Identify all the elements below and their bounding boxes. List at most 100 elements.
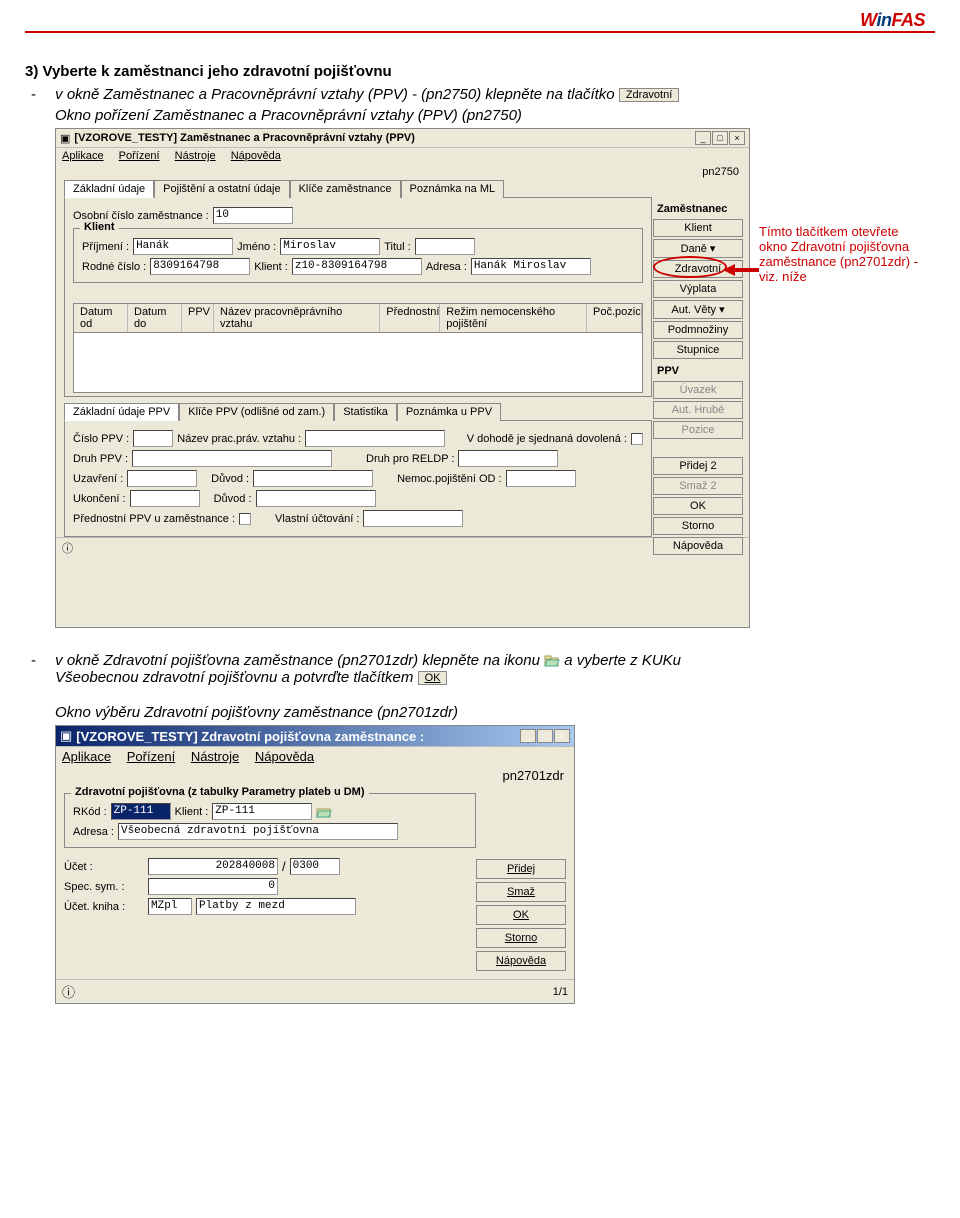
menu2-napoveda[interactable]: Nápověda [255, 749, 314, 764]
checkbox-dovolena[interactable] [631, 433, 643, 445]
field-rc[interactable]: 8309164798 [150, 258, 250, 275]
tabs-bottom: Základní údaje PPV Klíče PPV (odlišné od… [64, 403, 741, 421]
sbtn-ok[interactable]: OK [653, 497, 743, 515]
sbtn2-storno[interactable]: Storno [476, 928, 566, 948]
statusbar2: ⓘ 1/1 [56, 979, 574, 1003]
sbtn2-smaz[interactable]: Smaž [476, 882, 566, 902]
sbtn-authrube[interactable]: Aut. Hrubé [653, 401, 743, 419]
sidebar: Zaměstnanec Klient Daně ▾ Zdravotní Výpl… [653, 199, 743, 555]
group-klient: Klient Příjmení : Hanák Jméno : Miroslav… [73, 228, 643, 283]
field-druhppv[interactable] [132, 450, 332, 467]
field-osobni[interactable]: 10 [213, 207, 293, 224]
sbtn-smaz2[interactable]: Smaž 2 [653, 477, 743, 495]
field-ucet-a[interactable]: 202840008 [148, 858, 278, 875]
ppv-table-header: Datum od Datum do PPV Název pracovněpráv… [73, 303, 643, 333]
menu2-nastroje[interactable]: Nástroje [191, 749, 239, 764]
bullet-line-2: - v okně Zdravotní pojišťovna zaměstnanc… [31, 652, 935, 686]
tab-ppv-pozn[interactable]: Poznámka u PPV [397, 403, 501, 421]
menu-porizeni[interactable]: Pořízení [119, 150, 160, 162]
field-nemoc[interactable] [506, 470, 576, 487]
field-jmeno[interactable]: Miroslav [280, 238, 380, 255]
inline-button-ok[interactable]: OK [418, 671, 448, 685]
sbtn-podmnoziny[interactable]: Podmnožiny [653, 321, 743, 339]
checkbox-prednostni[interactable] [239, 513, 251, 525]
tab-ppv-zakladni[interactable]: Základní údaje PPV [64, 403, 179, 421]
tab-pojisteni[interactable]: Pojištění a ostatní údaje [154, 180, 289, 198]
menu-napoveda[interactable]: Nápověda [231, 150, 281, 162]
tab-poznamka[interactable]: Poznámka na ML [401, 180, 505, 198]
logo-w: W [860, 10, 876, 30]
field-nazevppv[interactable] [305, 430, 445, 447]
info-icon-2[interactable]: ⓘ [62, 982, 75, 1001]
pn-code-2: pn2701zdr [56, 766, 574, 785]
field-cisloppv[interactable] [133, 430, 173, 447]
menu-nastroje[interactable]: Nástroje [175, 150, 216, 162]
sbtn-pozice[interactable]: Pozice [653, 421, 743, 439]
field-prijmeni[interactable]: Hanák [133, 238, 233, 255]
maximize-icon-2[interactable]: □ [537, 729, 553, 743]
field-duvod1[interactable] [253, 470, 373, 487]
folder-open-icon[interactable] [544, 654, 560, 668]
menu2-porizeni[interactable]: Pořízení [127, 749, 175, 764]
status-text-2: 1/1 [553, 986, 568, 998]
sbtn-vyplata[interactable]: Výplata [653, 280, 743, 298]
field-rkod[interactable]: ZP-111 [111, 803, 171, 820]
sbtn-pridej2[interactable]: Přidej 2 [653, 457, 743, 475]
group-zp: Zdravotní pojišťovna (z tabulky Parametr… [64, 793, 476, 848]
info-icon[interactable]: ⓘ [62, 540, 73, 556]
menu-aplikace[interactable]: Aplikace [62, 150, 104, 162]
statusbar: ⓘ 1/1 0/0 [56, 537, 749, 558]
field-ukonceni[interactable] [130, 490, 200, 507]
field-titul[interactable] [415, 238, 475, 255]
inline-button-zdravotni[interactable]: Zdravotní [619, 88, 679, 102]
sbtn-uvazek[interactable]: Úvazek [653, 381, 743, 399]
menubar: Aplikace Pořízení Nástroje Nápověda [56, 148, 749, 164]
minimize-icon-2[interactable]: _ [520, 729, 536, 743]
field-adresa[interactable]: Hanák Miroslav [471, 258, 591, 275]
sbtn2-pridej[interactable]: Přidej [476, 859, 566, 879]
sbtn2-ok[interactable]: OK [476, 905, 566, 925]
label-osobni: Osobní číslo zaměstnance : [73, 210, 209, 222]
field-uzavreni[interactable] [127, 470, 197, 487]
ppv-table-body[interactable] [73, 333, 643, 393]
field-kniha-b[interactable]: Platby z mezd [196, 898, 356, 915]
titlebar2: ▣ [VZOROVE_TESTY] Zdravotní pojišťovna z… [56, 726, 574, 747]
tabs-top: Základní údaje Pojištění a ostatní údaje… [64, 180, 741, 198]
callout-text: Tímto tlačítkem otevřete okno Zdravotní … [759, 224, 959, 284]
window-title: [VZOROVE_TESTY] Zaměstnanec a Pracovněpr… [74, 132, 415, 144]
maximize-icon[interactable]: □ [712, 131, 728, 145]
field-zp-klient[interactable]: ZP-111 [212, 803, 312, 820]
sbtn-stupnice[interactable]: Stupnice [653, 341, 743, 359]
section-heading: 3) Vyberte k zaměstnanci jeho zdravotní … [25, 63, 935, 80]
field-zp-adresa[interactable]: Všeobecná zdravotní pojišťovna [118, 823, 398, 840]
tab-zakladni[interactable]: Základní údaje [64, 180, 154, 198]
field-ucet-b[interactable]: 0300 [290, 858, 340, 875]
folder-open-icon-2[interactable] [316, 805, 332, 819]
field-vlastni[interactable] [363, 510, 463, 527]
close-icon-2[interactable]: × [554, 729, 570, 743]
field-spec[interactable]: 0 [148, 878, 278, 895]
sbtn-storno[interactable]: Storno [653, 517, 743, 535]
close-icon[interactable]: × [729, 131, 745, 145]
minimize-icon[interactable]: _ [695, 131, 711, 145]
sbtn2-napoveda[interactable]: Nápověda [476, 951, 566, 971]
menubar2: Aplikace Pořízení Nástroje Nápověda [56, 747, 574, 766]
sbtn-napoveda[interactable]: Nápověda [653, 537, 743, 555]
tab-klice[interactable]: Klíče zaměstnance [290, 180, 401, 198]
app-icon: ▣ [60, 132, 70, 145]
callout-arrow-icon [723, 264, 759, 276]
field-klient[interactable]: z10-8309164798 [292, 258, 422, 275]
sbtn-autvety[interactable]: Aut. Věty ▾ [653, 300, 743, 319]
caption-window-1: Okno pořízení Zaměstnanec a Pracovněpráv… [55, 107, 935, 124]
tab-ppv-klice[interactable]: Klíče PPV (odlišné od zam.) [179, 403, 334, 421]
field-duvod2[interactable] [256, 490, 376, 507]
sbtn-klient[interactable]: Klient [653, 219, 743, 237]
logo-fas: FAS [891, 10, 925, 30]
window-zdrav: ▣ [VZOROVE_TESTY] Zdravotní pojišťovna z… [55, 725, 575, 1004]
tab-ppv-stat[interactable]: Statistika [334, 403, 397, 421]
menu2-aplikace[interactable]: Aplikace [62, 749, 111, 764]
field-reldp[interactable] [458, 450, 558, 467]
sbtn-dane[interactable]: Daně ▾ [653, 239, 743, 258]
field-kniha-a[interactable]: MZpl [148, 898, 192, 915]
titlebar: ▣ [VZOROVE_TESTY] Zaměstnanec a Pracovně… [56, 129, 749, 148]
